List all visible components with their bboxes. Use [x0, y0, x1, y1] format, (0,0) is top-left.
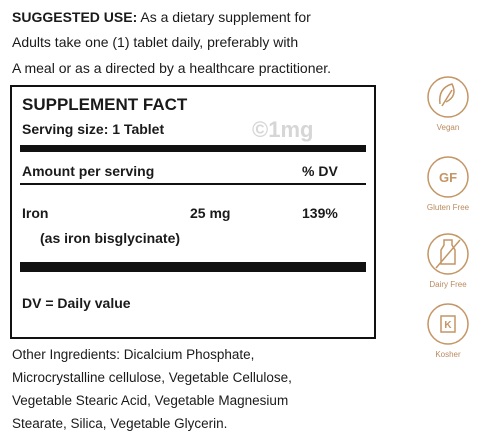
ingredients-line: Stearate, Silica, Vegetable Glycerin. [12, 416, 228, 431]
ingredients-line: Other Ingredients: Dicalcium Phosphate, [12, 347, 255, 362]
gf-text: GF [439, 170, 457, 185]
badge-label: Vegan [436, 123, 460, 132]
nutrient-name: Iron [22, 205, 49, 221]
nutrient-note: (as iron bisglycinate) [40, 230, 181, 246]
nutrient-amount: 25 mg [190, 205, 231, 221]
leaf [439, 83, 455, 107]
dv-header: % DV [302, 163, 338, 179]
thin-rule [20, 183, 366, 185]
badge-label: Dairy Free [429, 280, 467, 289]
bottle [435, 239, 461, 269]
kosher-icon [427, 303, 469, 345]
footnote: DV = Daily value [22, 295, 131, 311]
facts-box: SUPPLEMENT FACT Serving size: 1 Tablet ©… [10, 85, 376, 339]
badge-label: Kosher [435, 350, 461, 359]
thick-rule [20, 145, 366, 152]
nutrient-dv: 139% [302, 205, 338, 221]
k-text: K [444, 320, 452, 331]
watermark: ©1mg [252, 117, 314, 142]
ingredients-line: Vegetable Stearic Acid, Vegetable Magnes… [12, 393, 289, 408]
kosher-square [440, 315, 456, 333]
badge-icons: GF K [427, 76, 469, 345]
gluten-free-icon [427, 156, 469, 198]
dairy-free-icon [427, 233, 469, 275]
suggested-use-line: A meal or as a directed by a healthcare … [12, 60, 332, 76]
suggested-use-label: SUGGESTED USE: [12, 9, 138, 25]
amount-header: Amount per serving [22, 163, 155, 179]
serving-size: Serving size: 1 Tablet [22, 121, 165, 137]
vegan-icon [427, 76, 469, 118]
badge-label: Gluten Free [426, 203, 470, 212]
text: As a dietary supplement for [140, 9, 311, 25]
suggested-use-line: Adults take one (1) tablet daily, prefer… [12, 34, 299, 50]
facts-title: SUPPLEMENT FACT [22, 95, 188, 114]
thick-rule [20, 262, 366, 272]
suggested-use-line: SUGGESTED USE: As a dietary supplement f… [12, 9, 311, 25]
ingredients-line: Microcrystalline cellulose, Vegetable Ce… [12, 370, 292, 385]
